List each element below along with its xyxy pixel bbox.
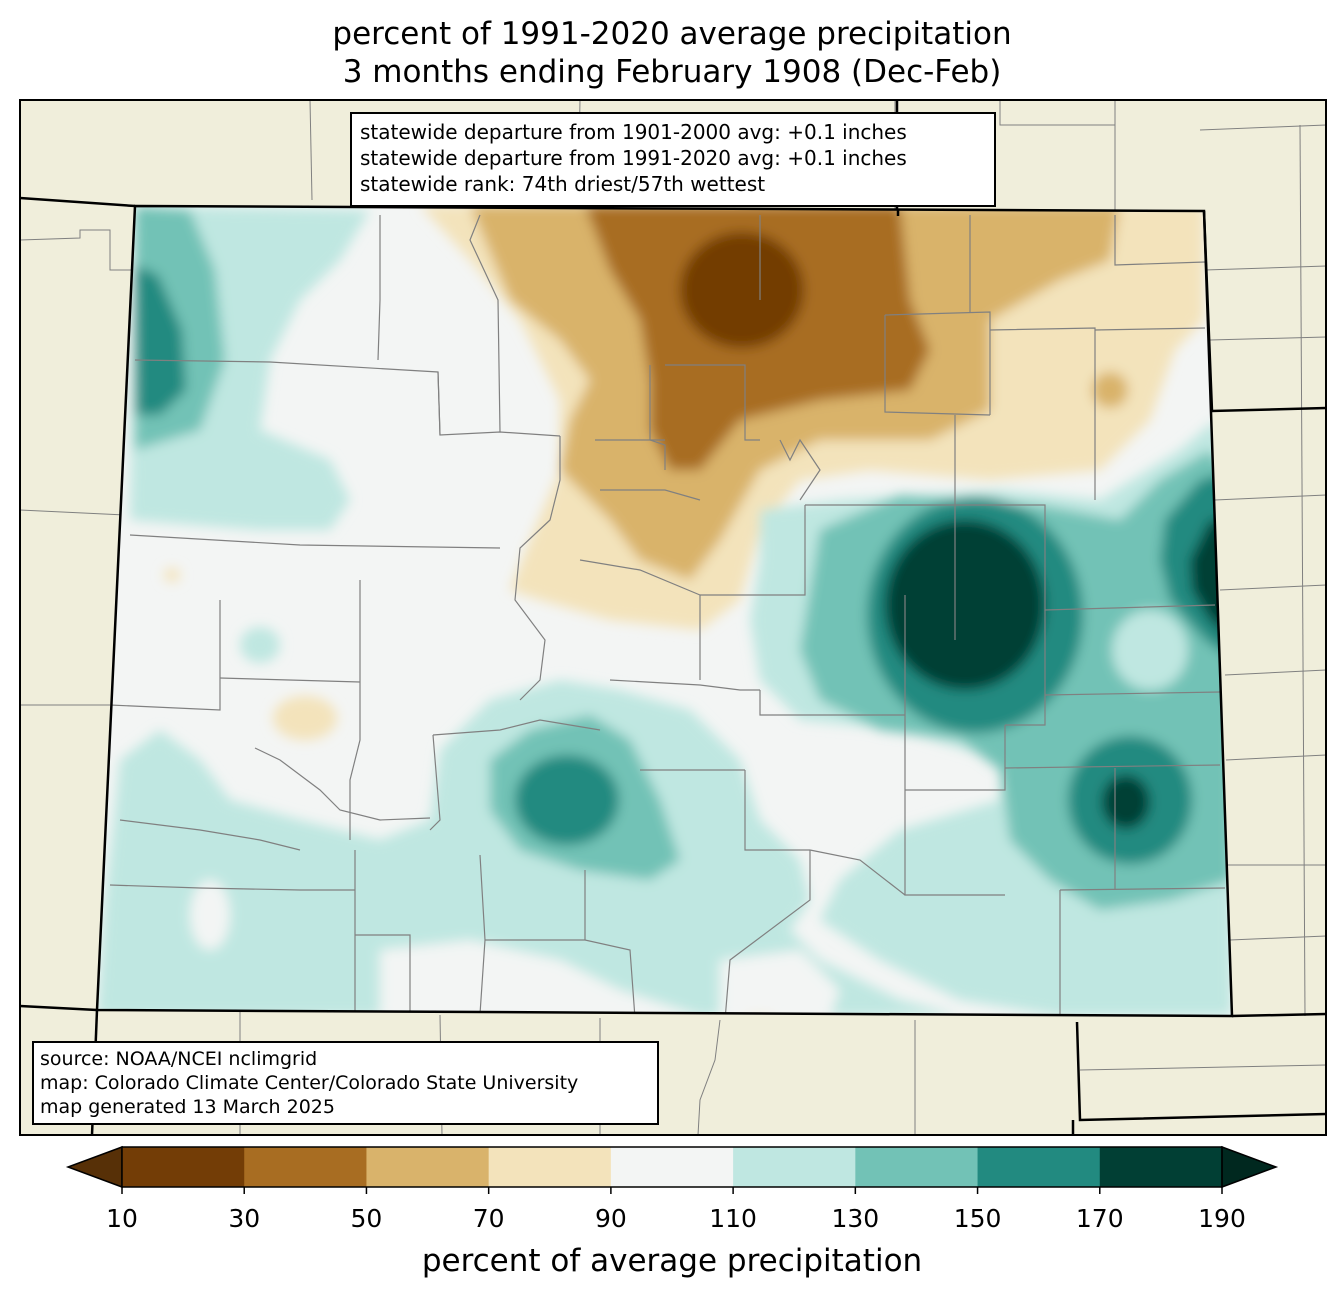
colorbar-swatch-90-110	[610, 1147, 734, 1187]
contour-dry-spot-west	[273, 696, 337, 740]
colorado-county-lines	[109, 214, 1226, 1016]
map-title-line1: percent of 1991-2020 average precipitati…	[332, 16, 1012, 52]
colorbar-tick-label-150: 150	[953, 1204, 1002, 1233]
stats-departure-1901-2000: statewide departure from 1901-2000 avg: …	[360, 120, 907, 144]
credits-box: source: NOAA/NCEI nclimgrid map: Colorad…	[32, 1041, 659, 1125]
credits-map: map: Colorado Climate Center/Colorado St…	[40, 1072, 579, 1094]
credits-generated: map generated 13 March 2025	[40, 1096, 335, 1118]
contour-normal-hole-west	[190, 880, 230, 950]
contour-170-190-east-core	[885, 520, 1045, 690]
colorbar-tick-label-50: 50	[350, 1204, 383, 1233]
colorbar	[65, 1145, 1279, 1194]
contour-dry-spot-east	[1092, 372, 1128, 408]
stats-rank: statewide rank: 74th driest/57th wettest	[360, 172, 766, 196]
colorbar-tick-label-30: 30	[228, 1204, 261, 1233]
stats-departure-1991-2020: statewide departure from 1991-2020 avg: …	[360, 146, 907, 170]
colorbar-tick-label-190: 190	[1198, 1204, 1246, 1233]
colorbar-swatch-130-150	[855, 1147, 979, 1187]
colorbar-swatch-70-90	[488, 1147, 612, 1187]
colorbar-swatch-50-70	[366, 1147, 490, 1187]
map-title-line2: 3 months ending February 1908 (Dec-Feb)	[342, 54, 1002, 90]
map-frame	[19, 99, 1327, 1136]
colorbar-tick-label-90: 90	[594, 1204, 627, 1233]
contour-170-190-southeast	[1102, 775, 1150, 829]
contour-dry-spot-small	[164, 568, 180, 582]
colorbar-border	[121, 1146, 1223, 1188]
contour-150-170-southwest	[515, 755, 619, 845]
neighbor-state-lines	[20, 100, 1326, 1135]
colorbar-extend-under	[65, 1145, 123, 1189]
colorbar-tick-label-110: 110	[709, 1204, 757, 1233]
contour-110-130-hole	[1112, 610, 1188, 690]
colorbar-swatch-110-130	[733, 1147, 856, 1187]
credits-source: source: NOAA/NCEI nclimgrid	[40, 1048, 318, 1070]
colorbar-tick-label-10: 10	[106, 1204, 138, 1233]
contour-wet-spot-west	[240, 627, 280, 663]
stats-box: statewide departure from 1901-2000 avg: …	[350, 112, 996, 207]
colorbar-label: percent of average precipitation	[421, 1243, 923, 1279]
colorbar-swatch-170-190	[1099, 1147, 1223, 1187]
colorbar-extend-over	[1221, 1145, 1279, 1189]
contour-normal-south	[380, 940, 700, 1016]
contour-150-170-northwest	[135, 265, 186, 415]
colorbar-swatch-150-170	[977, 1147, 1101, 1187]
colorbar-tick-label-170: 170	[1075, 1204, 1124, 1233]
contour-normal-south-2	[720, 950, 840, 1016]
colorbar-tick-label-70: 70	[472, 1204, 505, 1233]
colorbar-swatch-10-30	[122, 1147, 245, 1187]
contour-10-30	[680, 232, 804, 348]
colorbar-tick-label-130: 130	[831, 1204, 880, 1233]
colorbar-swatch-30-50	[244, 1147, 367, 1187]
